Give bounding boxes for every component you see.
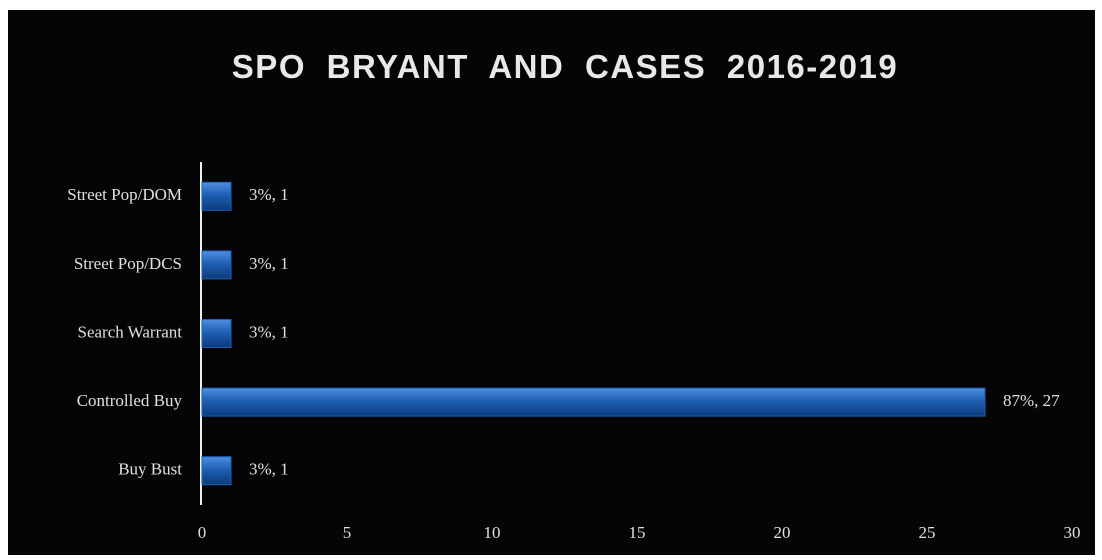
x-tick-label: 25 [919, 523, 936, 542]
y-tick-label: Search Warrant [77, 322, 182, 341]
x-tick-label: 20 [774, 523, 791, 542]
bar [201, 181, 232, 211]
x-tick-label: 0 [198, 523, 207, 542]
x-tick-label: 30 [1064, 523, 1081, 542]
y-tick-label: Street Pop/DOM [67, 185, 182, 204]
x-tick-label: 10 [484, 523, 501, 542]
data-label: 3%, 1 [249, 185, 289, 204]
data-label: 3%, 1 [249, 322, 289, 341]
bar [201, 456, 232, 486]
bar [201, 250, 232, 280]
x-tick-label: 15 [629, 523, 646, 542]
x-tick-label: 5 [343, 523, 352, 542]
data-label: 3%, 1 [249, 460, 289, 479]
data-label: 3%, 1 [249, 254, 289, 273]
y-tick-label: Street Pop/DCS [74, 254, 182, 273]
chart-background [8, 10, 1095, 555]
y-tick-label: Controlled Buy [77, 391, 183, 410]
bar [201, 319, 232, 348]
data-label: 87%, 27 [1003, 391, 1060, 410]
bar [201, 387, 986, 417]
y-tick-label: Buy Bust [118, 460, 182, 479]
chart-title: SPO BRYANT AND CASES 2016-2019 [231, 48, 899, 85]
